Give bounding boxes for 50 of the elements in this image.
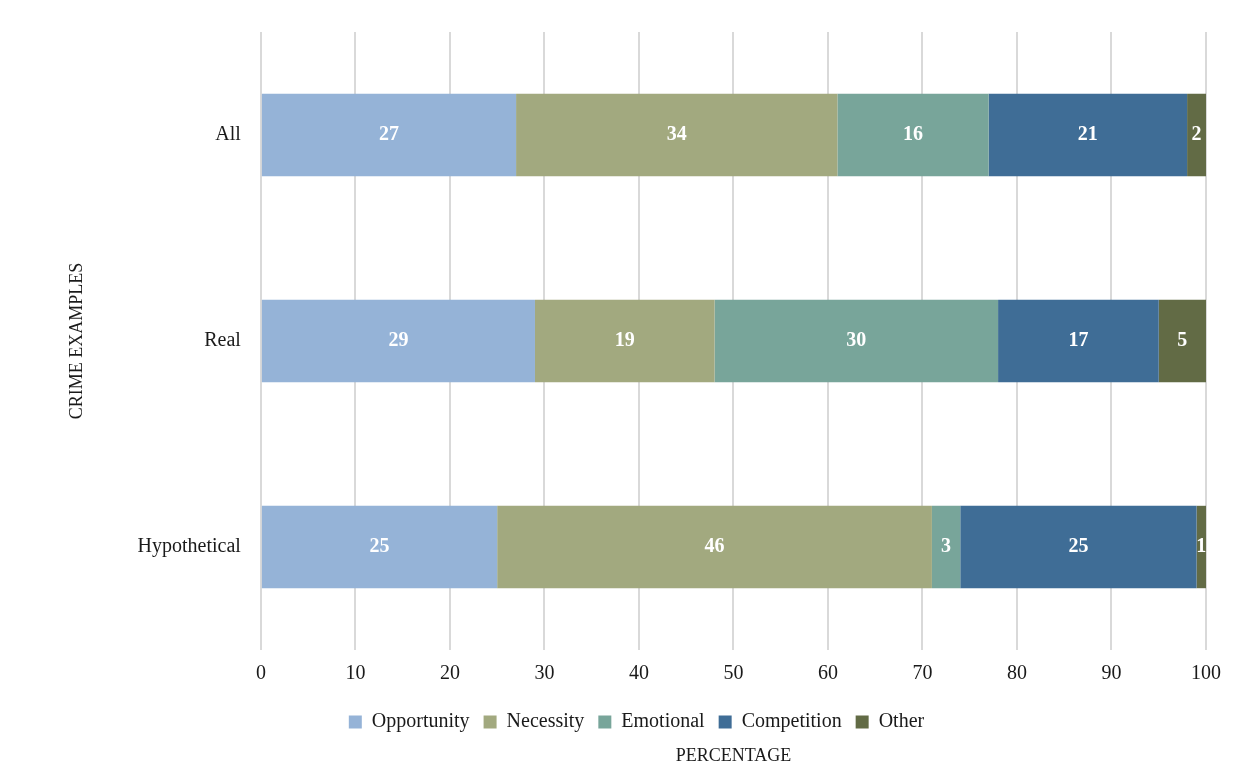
x-tick-label: 40 (628, 661, 649, 684)
data-label: 17 (1068, 328, 1089, 351)
x-tick-label: 30 (534, 661, 555, 684)
x-tick-label: 100 (1191, 661, 1221, 684)
bar (988, 93, 1188, 177)
y-axis-title: CRIME EXAMPLES (65, 262, 86, 420)
bar (261, 505, 498, 589)
data-label: 30 (846, 328, 867, 351)
x-tick-label: 20 (439, 661, 460, 684)
x-tick-label: 0 (255, 661, 266, 684)
bar (998, 299, 1159, 383)
bar (931, 505, 961, 589)
y-tick-label: All (215, 122, 242, 145)
bar (714, 299, 999, 383)
data-label: 27 (378, 122, 399, 145)
data-label: 3 (941, 534, 952, 557)
data-label: 29 (388, 328, 409, 351)
legend-label: Other (878, 709, 925, 732)
x-tick-label: 90 (1101, 661, 1122, 684)
data-label: 25 (369, 534, 390, 557)
data-label: 19 (614, 328, 635, 351)
legend-label: Opportunity (371, 709, 470, 733)
bar (497, 505, 932, 589)
x-axis-title: PERCENTAGE (675, 744, 792, 765)
bar (261, 93, 517, 177)
data-label: 5 (1177, 328, 1188, 351)
bar (837, 93, 989, 177)
y-tick-label: Real (204, 328, 242, 351)
bar (261, 299, 535, 383)
y-tick-label: Hypothetical (137, 534, 242, 558)
x-tick-label: 10 (345, 661, 366, 684)
data-label: 1 (1196, 534, 1207, 557)
bar (960, 505, 1197, 589)
x-tick-label: 60 (817, 661, 838, 684)
bar (516, 93, 838, 177)
legend-label: Emotional (621, 709, 706, 732)
bar (534, 299, 715, 383)
x-tick-label: 80 (1006, 661, 1027, 684)
x-tick-label: 50 (723, 661, 744, 684)
x-tick-label: 70 (912, 661, 933, 684)
data-label: 2 (1191, 122, 1202, 145)
bar (1187, 93, 1206, 177)
data-label: 34 (666, 122, 687, 145)
legend-label: Competition (741, 709, 842, 733)
data-label: 46 (704, 534, 725, 557)
data-label: 16 (903, 122, 924, 145)
legend-label: Necessity (506, 709, 585, 733)
data-label: 25 (1068, 534, 1089, 557)
data-label: 21 (1077, 122, 1098, 145)
bar (1158, 299, 1206, 383)
